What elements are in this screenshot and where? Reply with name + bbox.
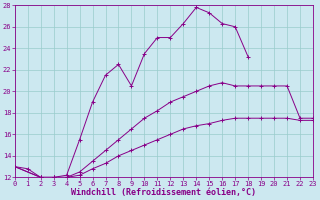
- X-axis label: Windchill (Refroidissement éolien,°C): Windchill (Refroidissement éolien,°C): [71, 188, 256, 197]
